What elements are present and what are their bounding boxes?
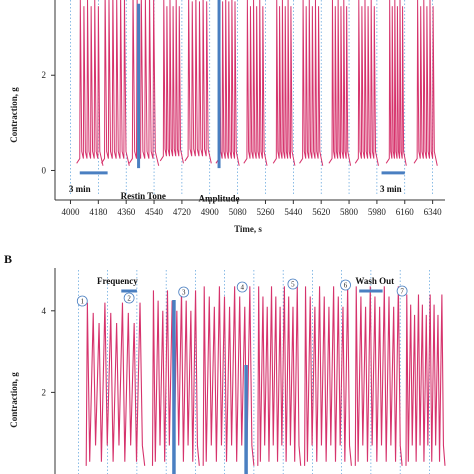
panel-a-xtick-label: 4900 <box>201 207 220 217</box>
panel-a-xtick-label: 4720 <box>173 207 192 217</box>
panel-a-x-ticks: 4000 4180 4360 4540 4720 4900 5080 5260 5440 5620… <box>61 200 442 217</box>
panel-b-trace-group <box>85 286 446 466</box>
panel-a-trace-burst <box>272 0 296 166</box>
panel-b-step-marker-label: 4 <box>240 284 244 292</box>
panel-b-step-marker <box>123 292 135 304</box>
panel-b-label: B <box>4 252 12 266</box>
panel-a-xtick-label: 5440 <box>284 207 303 217</box>
panel-b-ytick-label: 2 <box>42 387 47 397</box>
panel-a-xtick-label: 4180 <box>89 207 108 217</box>
panel-a-trace-burst <box>243 0 268 166</box>
panel-b-ytick-label: 4 <box>42 306 47 316</box>
panel-a-xtick-label: 5800 <box>340 207 359 217</box>
panel-b-step-marker-label: 5 <box>291 281 295 289</box>
panel-b-step-marker <box>287 278 299 290</box>
panel-a-trace-burst <box>328 0 352 166</box>
panel-a-trace-burst <box>354 0 379 166</box>
panel-a-trace-burst <box>184 0 212 164</box>
panel-b-y-ticks: 24 <box>42 306 55 397</box>
panel-b-step-marker <box>340 279 351 291</box>
panel-b-step-marker-label: 6 <box>344 282 348 290</box>
panel-a-xtick-label: 4360 <box>117 207 136 217</box>
panel-a-annotation-label: 3 min <box>69 184 91 194</box>
panel-a-trace-burst <box>76 0 104 166</box>
panel-a-xtick-label: 5260 <box>256 207 275 217</box>
panel-a-annotations: 3 min Restin Tone Amplitude 3 min <box>69 0 405 204</box>
panel-a-trace-burst <box>299 0 324 166</box>
panel-b-y-axis-label: Contraction, g <box>9 372 19 428</box>
panel-b-step-marker-label: 7 <box>400 288 404 296</box>
panel-a-trace-burst <box>159 0 184 164</box>
panel-a-annotation-label: Amplitude <box>199 194 240 204</box>
panel-b-trace-burst <box>85 302 146 466</box>
panel-a-y-axis-label: Contraction, g <box>9 87 19 143</box>
panel-b-trace-burst <box>304 286 352 466</box>
panel-a-trace-burst <box>413 0 438 166</box>
panel-a-ytick-label: 0 <box>42 165 47 175</box>
panel-a-trace-group <box>76 0 438 166</box>
panel-b-trace-burst <box>257 286 302 466</box>
panel-b-annotations: Frequency Wash Out 1 2 3 4 5 6 7 <box>76 276 408 474</box>
panel-a-x-axis-label: Time, s <box>234 224 262 234</box>
panel-b-step-marker-label: 1 <box>81 298 85 306</box>
panel-a-trace-burst <box>385 0 407 166</box>
panel-a-trace-burst <box>101 0 130 166</box>
panel-a-trace-burst <box>215 0 240 166</box>
panel-a-ytick-label: 2 <box>42 70 47 80</box>
panel-b-step-marker <box>236 281 248 293</box>
panel-a-xtick-label: 4000 <box>61 207 80 217</box>
panel-b-annotation-label: Frequency <box>97 276 138 286</box>
panel-b-trace-burst <box>151 290 200 466</box>
panel-b-trace-burst <box>405 294 446 466</box>
panel-b-step-marker <box>396 285 408 297</box>
panel-a-xtick-label: 6160 <box>396 207 415 217</box>
panel-a-xtick-label: 4540 <box>145 207 164 217</box>
panel-a-trace-burst <box>128 0 160 166</box>
panel-b-step-marker <box>76 295 88 307</box>
panel-a-xtick-label: 5080 <box>229 207 248 217</box>
panel-b-step-marker-label: 2 <box>127 295 131 303</box>
panel-b-step-marker <box>178 286 190 298</box>
panel-a-xtick-label: 6340 <box>424 207 443 217</box>
panel-a-annotation-label: Restin Tone <box>121 191 166 201</box>
panel-a-xtick-label: 5620 <box>312 207 331 217</box>
panel-a-annotation-label: 3 min <box>380 184 402 194</box>
panel-b-trace-burst <box>354 286 403 466</box>
panel-b-annotation-label: Wash Out <box>355 276 394 286</box>
panel-a-xtick-label: 5980 <box>368 207 387 217</box>
panel-b-step-marker-label: 3 <box>182 289 186 297</box>
panel-a-y-ticks: 02 <box>42 70 55 175</box>
